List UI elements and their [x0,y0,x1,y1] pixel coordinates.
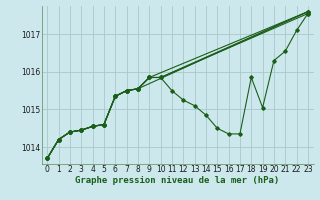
X-axis label: Graphe pression niveau de la mer (hPa): Graphe pression niveau de la mer (hPa) [76,176,280,185]
